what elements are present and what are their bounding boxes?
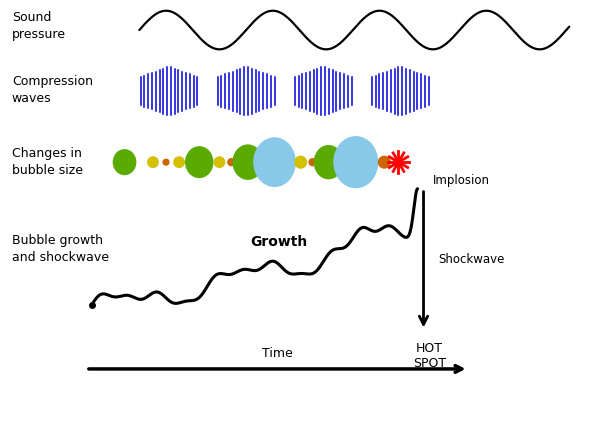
Text: Time: Time: [262, 347, 292, 360]
Ellipse shape: [147, 156, 159, 168]
Text: Implosion: Implosion: [432, 174, 489, 187]
Text: Growth: Growth: [250, 235, 307, 249]
Text: Sound
pressure: Sound pressure: [12, 11, 66, 41]
Ellipse shape: [113, 149, 136, 175]
Ellipse shape: [333, 136, 378, 188]
Ellipse shape: [185, 146, 213, 178]
Ellipse shape: [308, 158, 317, 166]
Ellipse shape: [162, 159, 170, 166]
Text: Compression
waves: Compression waves: [12, 75, 93, 105]
Ellipse shape: [314, 145, 343, 179]
Ellipse shape: [173, 156, 185, 168]
Text: HOT
SPOT: HOT SPOT: [413, 342, 446, 370]
Ellipse shape: [213, 156, 225, 168]
Ellipse shape: [294, 156, 307, 169]
Text: Changes in
bubble size: Changes in bubble size: [12, 147, 83, 177]
Text: Bubble growth
and shockwave: Bubble growth and shockwave: [12, 234, 109, 264]
Ellipse shape: [227, 158, 235, 166]
Ellipse shape: [253, 137, 296, 187]
Ellipse shape: [378, 156, 391, 169]
Ellipse shape: [232, 145, 263, 180]
Text: Shockwave: Shockwave: [438, 253, 505, 266]
